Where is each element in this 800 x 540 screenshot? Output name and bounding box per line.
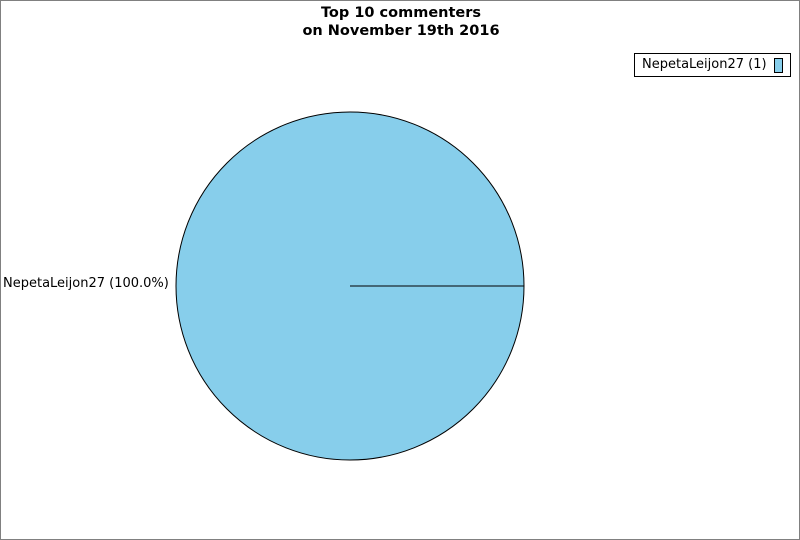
legend-item-label: NepetaLeijon27 (1) (642, 57, 767, 72)
legend-color-swatch-icon (773, 57, 783, 73)
chart-legend: NepetaLeijon27 (1) (634, 53, 791, 77)
chart-title-line-1: Top 10 commenters (320, 5, 482, 21)
chart-title-line-2: on November 19th 2016 (302, 23, 500, 39)
legend-item-nepetaleijon27[interactable]: NepetaLeijon27 (1) (642, 57, 783, 73)
chart-title: Top 10 commenters on November 19th 2016 (1, 4, 799, 40)
pie-slice-label-nepetaleijon27: NepetaLeijon27 (100.0%) (3, 276, 169, 291)
